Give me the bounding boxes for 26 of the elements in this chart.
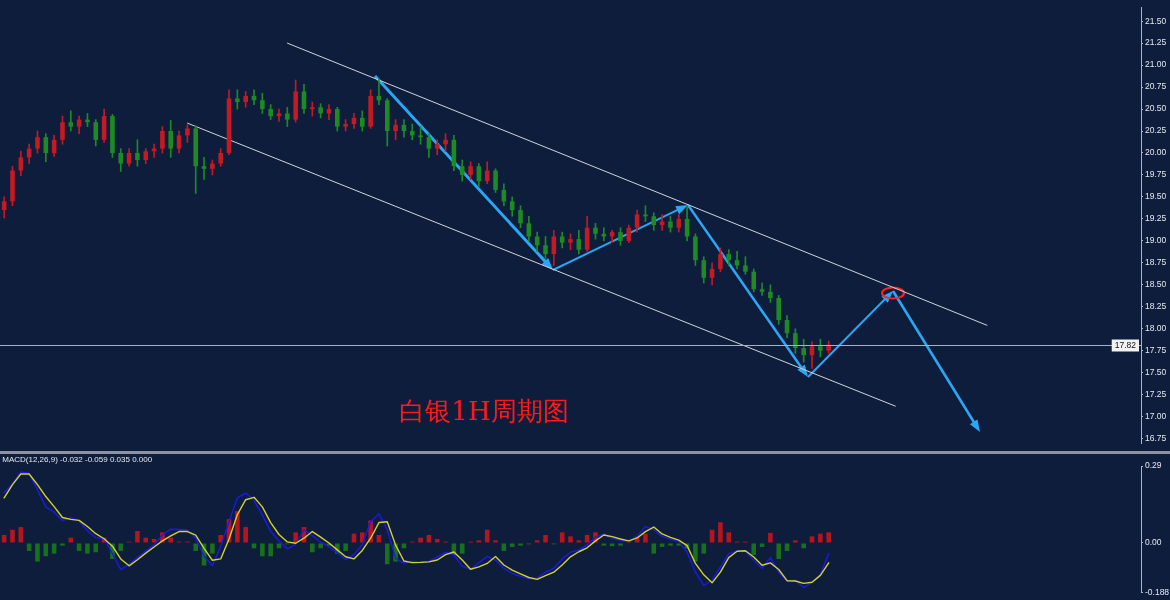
y-tick-label: 17.25 <box>1145 389 1167 400</box>
y-tick-label: 19.50 <box>1145 191 1167 202</box>
chart-title: MACD(12,26,9) -0.032 -0.059 0.035 0.000 <box>2 455 153 465</box>
y-tick-label: 21.50 <box>1145 15 1167 26</box>
y-tick-label: 18.25 <box>1145 301 1167 312</box>
y-tick-label: 17.75 <box>1145 345 1167 356</box>
y-tick-label: 18.00 <box>1145 323 1167 334</box>
y-tick-label: 0.00 <box>1145 537 1162 548</box>
y-tick-label: 18.75 <box>1145 257 1167 268</box>
y-tick-label: 20.25 <box>1145 125 1167 136</box>
y-tick-label: 17.00 <box>1145 411 1167 421</box>
y-tick-label: 19.25 <box>1145 213 1167 224</box>
y-tick-label: 20.50 <box>1145 103 1167 114</box>
y-tick-label: 20.75 <box>1145 81 1167 92</box>
text: 白银1H周期图 <box>399 395 569 426</box>
y-tick-label: 17.50 <box>1145 367 1167 378</box>
y-tick-label: -0.188 <box>1145 587 1170 598</box>
y-tick-label: 21.25 <box>1145 37 1167 48</box>
y-tick-label: 16.75 <box>1145 432 1167 443</box>
y-tick-label: 20.00 <box>1145 147 1167 158</box>
y-tick-label: 19.75 <box>1145 169 1167 180</box>
y-tick-label: 0.29 <box>1145 460 1162 471</box>
y-tick-label: 19.00 <box>1145 235 1167 246</box>
y-tick-label: 21.00 <box>1145 59 1167 70</box>
ref-line-label: 17.82 <box>1114 339 1137 350</box>
y-tick-label: 18.50 <box>1145 279 1167 290</box>
